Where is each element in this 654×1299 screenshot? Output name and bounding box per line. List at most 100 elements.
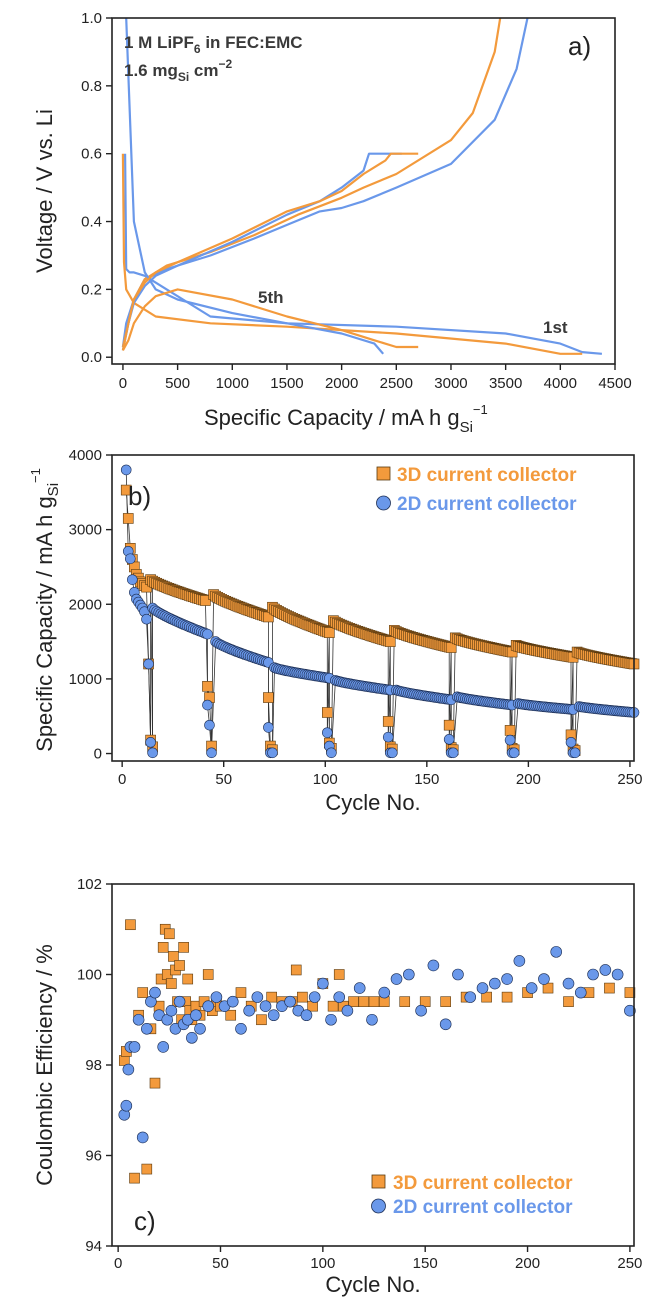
c-point-2d bbox=[136, 1131, 149, 1144]
c-point-2d bbox=[427, 959, 440, 972]
c-point-3d bbox=[256, 1014, 267, 1026]
a-y-tick-label: 0.2 bbox=[81, 281, 102, 298]
c-point-3d bbox=[202, 969, 214, 980]
b-point-2d bbox=[326, 747, 337, 759]
c-point-2d bbox=[452, 968, 464, 981]
a-x-tick-label: 500 bbox=[165, 375, 190, 392]
b-point-2d bbox=[147, 747, 158, 759]
panel-b-frame bbox=[111, 454, 635, 762]
b-x-tick-label: 100 bbox=[313, 771, 338, 788]
b-point-3d bbox=[504, 725, 516, 736]
c-point-3d bbox=[399, 996, 411, 1007]
b-x-tick-label: 200 bbox=[516, 771, 541, 788]
a-x-tick-label: 2500 bbox=[380, 375, 413, 392]
a-x-tick-label: 1000 bbox=[216, 375, 249, 392]
c-point-2d bbox=[251, 991, 264, 1003]
c-y-tick-label: 98 bbox=[85, 1057, 102, 1074]
c-point-3d bbox=[348, 996, 359, 1007]
c-point-2d bbox=[599, 964, 612, 976]
c-point-3d bbox=[563, 996, 574, 1007]
c-point-2d bbox=[149, 986, 161, 999]
c-point-2d bbox=[267, 1009, 280, 1022]
c-point-3d bbox=[168, 951, 179, 962]
panel-c-legend: 3D current collector 2D current collecto… bbox=[371, 1173, 573, 1218]
c-point-2d bbox=[403, 968, 415, 981]
c-x-tick-label: 200 bbox=[515, 1255, 540, 1272]
c-point-3d bbox=[166, 978, 177, 989]
c-point-3d bbox=[624, 987, 636, 998]
voltage-curve-7 bbox=[121, 288, 419, 351]
b-point-2d bbox=[447, 747, 459, 759]
c-point-2d bbox=[439, 1018, 452, 1031]
b-point-2d bbox=[504, 734, 516, 746]
c-point-3d bbox=[137, 987, 149, 998]
c-point-3d bbox=[368, 996, 380, 1007]
c-point-2d bbox=[186, 1032, 198, 1044]
a-x-tick-label: 4500 bbox=[598, 375, 631, 392]
c-point-2d bbox=[122, 1063, 135, 1076]
c-point-3d bbox=[333, 969, 345, 980]
a-x-tick-label: 2000 bbox=[325, 375, 358, 392]
c-y-tick-label: 100 bbox=[77, 967, 102, 984]
c-point-2d bbox=[128, 1041, 141, 1053]
panel-a-y-axis-title: Voltage / V vs. Li bbox=[32, 109, 57, 273]
c-point-2d bbox=[513, 955, 526, 967]
c-point-2d bbox=[235, 1023, 247, 1035]
c-point-2d bbox=[300, 1009, 313, 1022]
b-point-3d bbox=[263, 692, 274, 703]
c-point-3d bbox=[297, 991, 308, 1003]
c-point-3d bbox=[178, 942, 189, 953]
c-point-2d bbox=[226, 995, 239, 1008]
c-point-2d bbox=[284, 995, 296, 1008]
legend-c-2d-marker bbox=[371, 1198, 386, 1214]
c-point-3d bbox=[290, 964, 302, 976]
voltage-curve-5 bbox=[125, 17, 385, 355]
b-point-2d bbox=[321, 727, 333, 738]
a-x-tick-label: 4000 bbox=[544, 375, 577, 392]
c-ticks: 0 50 100 150 200 250 94 96 98 100 102 bbox=[77, 876, 642, 1272]
a-y-tick-label: 1.0 bbox=[81, 10, 102, 27]
c-point-3d bbox=[604, 982, 615, 994]
c-point-3d bbox=[182, 973, 194, 985]
legend-2d-marker bbox=[376, 495, 391, 511]
c-point-2d bbox=[390, 973, 403, 985]
c-x-tick-label: 150 bbox=[413, 1255, 438, 1272]
c-markers bbox=[118, 919, 636, 1184]
legend-c-2d-label: 2D current collector bbox=[393, 1197, 573, 1218]
voltage-curve-2 bbox=[121, 17, 529, 348]
c-point-2d bbox=[325, 1013, 337, 1026]
legend-3d-label: 3D current collector bbox=[397, 465, 577, 486]
c-y-tick-label: 96 bbox=[85, 1148, 102, 1165]
c-point-3d bbox=[141, 1163, 153, 1175]
panel-a-label: a) bbox=[568, 31, 591, 61]
b-point-3d bbox=[384, 636, 396, 647]
c-point-2d bbox=[120, 1099, 133, 1112]
panel-b-label: b) bbox=[128, 481, 151, 511]
cycle-1st-label: 1st bbox=[543, 318, 568, 337]
b-x-tick-label: 150 bbox=[414, 771, 439, 788]
a-x-tick-label: 0 bbox=[119, 375, 127, 392]
electrolyte-label: 1 M LiPF6 in FEC:EMC bbox=[124, 33, 303, 56]
cycle-5th-label: 5th bbox=[258, 288, 284, 307]
panel-a-voltage-profile: 0 500 1000 1500 2000 2500 3000 3500 4000 4500 0.0 0… bbox=[32, 10, 632, 436]
b-point-2d bbox=[202, 628, 213, 640]
c-point-2d bbox=[165, 1004, 178, 1017]
c-point-3d bbox=[129, 1172, 140, 1184]
c-point-2d bbox=[550, 946, 563, 958]
a-y-tick-label: 0.4 bbox=[81, 214, 102, 231]
c-point-2d bbox=[132, 1013, 145, 1026]
c-point-2d bbox=[538, 973, 550, 985]
panel-b-y-axis-title: Specific Capacity / mA h gSi−1 bbox=[28, 468, 62, 752]
c-point-2d bbox=[141, 1023, 153, 1035]
c-point-2d bbox=[488, 977, 501, 990]
b-point-2d bbox=[267, 747, 278, 759]
c-x-tick-label: 250 bbox=[617, 1255, 642, 1272]
panel-c-label: c) bbox=[134, 1206, 156, 1236]
c-point-3d bbox=[440, 996, 451, 1007]
c-point-3d bbox=[266, 991, 277, 1003]
b-y-tick-label: 1000 bbox=[69, 671, 102, 688]
panel-a-frame bbox=[111, 17, 616, 365]
c-point-2d bbox=[501, 973, 513, 985]
b-point-3d bbox=[382, 716, 394, 727]
b-markers bbox=[120, 464, 640, 759]
